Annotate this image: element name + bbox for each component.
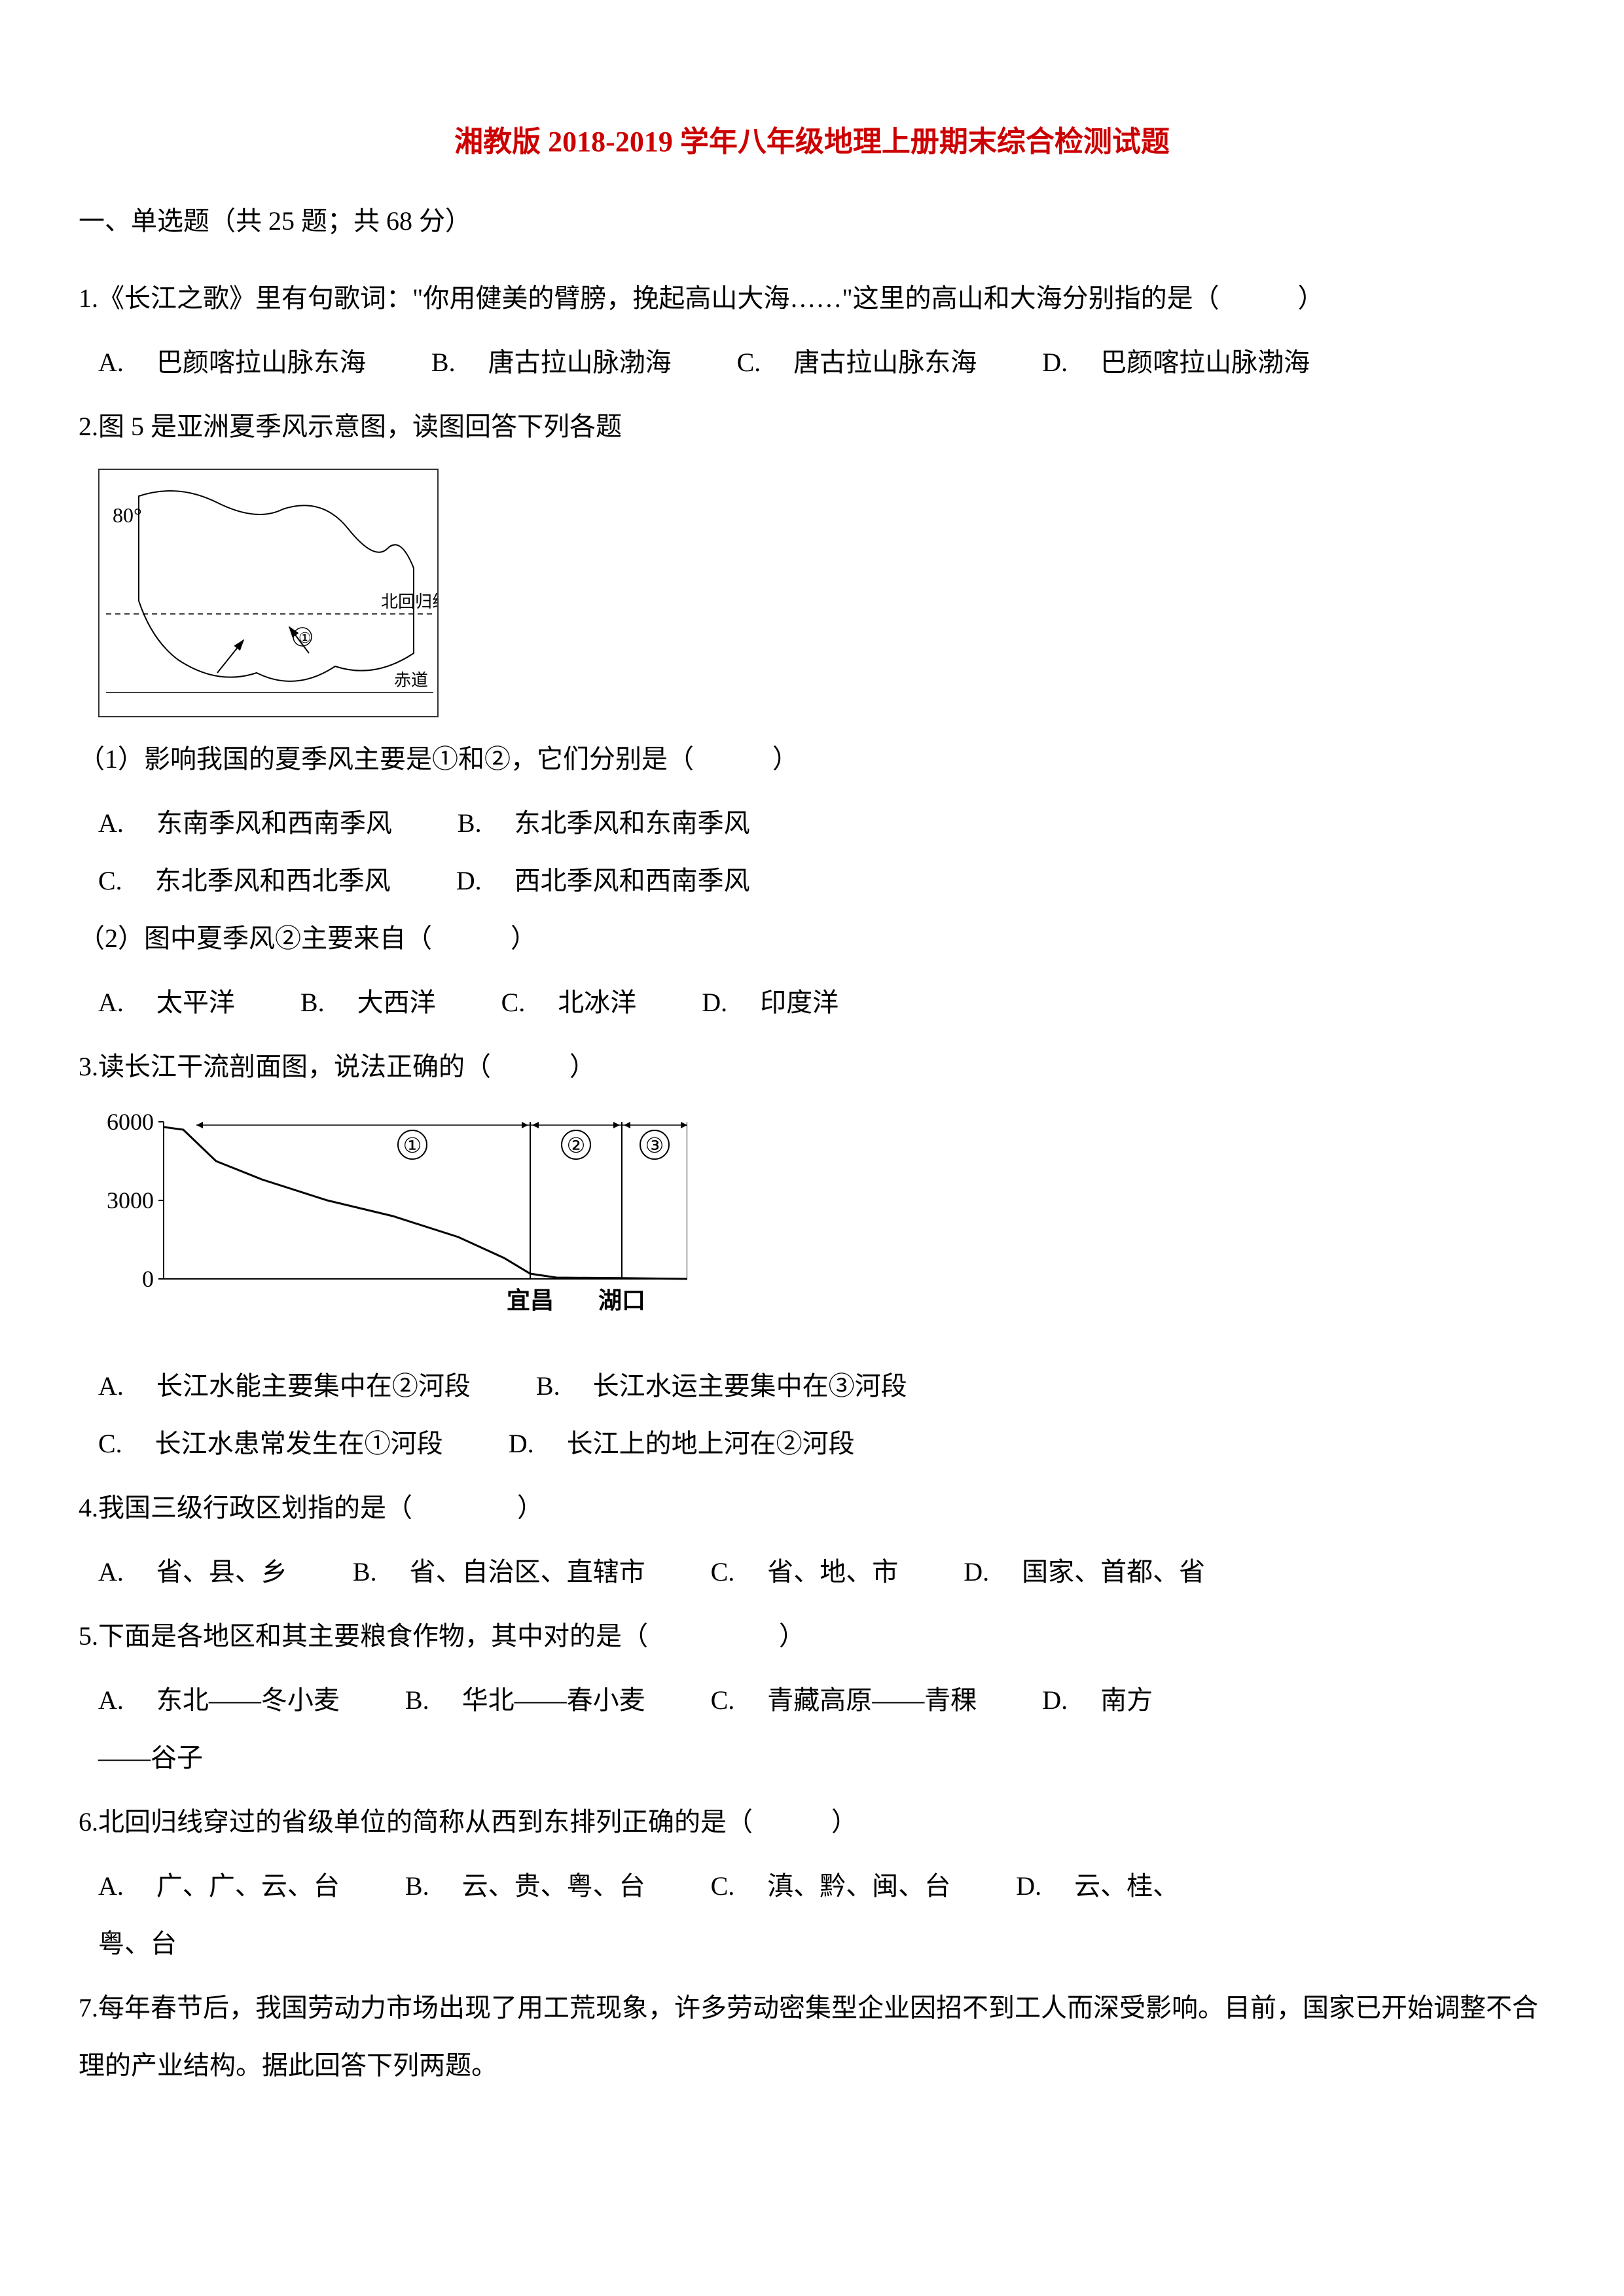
q6-opt-a: A. 广、广、云、台: [98, 1857, 340, 1915]
q5-opt-d-cont: ——谷子: [98, 1729, 1545, 1787]
lat-label: 80°: [113, 503, 142, 527]
yangtze-profile-chart: 6000 3000 0 ① ② ③ 宜昌 湖口: [98, 1109, 1545, 1344]
question-3: 3.读长江干流剖面图，说法正确的（ ） 6000 3000 0 ① ② ③ 宜昌 湖口 A. …: [79, 1038, 1545, 1473]
question-1-options: A. 巴颜喀拉山脉东海 B. 唐古拉山脉渤海 C. 唐古拉山脉东海 D. 巴颜喀…: [79, 334, 1545, 391]
q4-opt-c: C. 省、地、市: [711, 1543, 899, 1601]
question-3-text: 3.读长江干流剖面图，说法正确的（ ）: [79, 1038, 1545, 1096]
q2-sub2-opt-a: A. 太平洋: [98, 974, 235, 1031]
asia-outline: [139, 491, 414, 681]
question-6-options: A. 广、广、云、台 B. 云、贵、粤、台 C. 滇、黔、闽、台 D. 云、桂、…: [79, 1857, 1545, 1973]
tropic-label: 北回归线: [381, 592, 437, 611]
equator-label: 赤道: [394, 671, 428, 690]
question-1-text: 1.《长江之歌》里有句歌词："你用健美的臂膀，挽起高山大海……"这里的高山和大海…: [79, 270, 1545, 327]
profile-svg: 6000 3000 0 ① ② ③ 宜昌 湖口: [98, 1109, 687, 1344]
svg-text:宜昌: 宜昌: [507, 1287, 554, 1314]
question-6: 6.北回归线穿过的省级单位的简称从西到东排列正确的是（ ） A. 广、广、云、台…: [79, 1793, 1545, 1973]
q5-opt-b: B. 华北——春小麦: [405, 1672, 645, 1729]
q3-opt-c: C. 长江水患常发生在①河段: [98, 1415, 443, 1473]
q4-opt-a: A. 省、县、乡: [98, 1543, 287, 1601]
q2-sub2-opt-b: B. 大西洋: [300, 974, 436, 1031]
svg-text:0: 0: [142, 1266, 154, 1292]
question-7: 7.每年春节后，我国劳动力市场出现了用工荒现象，许多劳动密集型企业因招不到工人而…: [79, 1979, 1545, 2094]
q2-sub1-options: A. 东南季风和西南季风 B. 东北季风和东南季风 C. 东北季风和西北季风 D…: [79, 795, 1545, 910]
question-1: 1.《长江之歌》里有句歌词："你用健美的臂膀，挽起高山大海……"这里的高山和大海…: [79, 270, 1545, 391]
q2-sub1-opt-c: C. 东北季风和西北季风: [98, 852, 391, 910]
q4-opt-b: B. 省、自治区、直辖市: [353, 1543, 645, 1601]
q2-sub2-opt-d: D. 印度洋: [702, 974, 839, 1031]
question-3-options: A. 长江水能主要集中在②河段 B. 长江水运主要集中在③河段 C. 长江水患常…: [79, 1357, 1545, 1473]
q2-sub1-opt-d: D. 西北季风和西南季风: [456, 852, 750, 910]
svg-text:湖口: 湖口: [598, 1287, 645, 1314]
q1-opt-c: C. 唐古拉山脉东海: [737, 334, 977, 391]
question-2-text: 2.图 5 是亚洲夏季风示意图，读图回答下列各题: [79, 398, 1545, 456]
question-5-text: 5.下面是各地区和其主要粮食作物，其中对的是（ ）: [79, 1607, 1545, 1665]
q2-sub1-opt-b: B. 东北季风和东南季风: [458, 795, 750, 852]
q3-opt-d: D. 长江上的地上河在②河段: [509, 1415, 855, 1473]
question-7-text: 7.每年春节后，我国劳动力市场出现了用工荒现象，许多劳动密集型企业因招不到工人而…: [79, 1979, 1545, 2094]
question-5-options: A. 东北——冬小麦 B. 华北——春小麦 C. 青藏高原——青稞 D. 南方 …: [79, 1672, 1545, 1787]
page-title: 湘教版 2018-2019 学年八年级地理上册期末综合检测试题: [79, 118, 1545, 160]
q5-opt-d: D. 南方: [1042, 1672, 1153, 1729]
svg-text:3000: 3000: [107, 1187, 154, 1213]
asia-monsoon-map: 80° 北回归线 赤道 ①: [98, 469, 439, 717]
svg-text:①: ①: [403, 1134, 422, 1157]
q4-opt-d: D. 国家、首都、省: [964, 1543, 1205, 1601]
q6-opt-c: C. 滇、黔、闽、台: [711, 1857, 951, 1915]
question-2: 2.图 5 是亚洲夏季风示意图，读图回答下列各题 80° 北回归线 赤道 ① （…: [79, 398, 1545, 1031]
q6-opt-d-cont: 粤、台: [98, 1915, 1545, 1973]
section-heading: 一、单选题（共 25 题；共 68 分）: [79, 192, 1545, 250]
q2-sub2-options: A. 太平洋 B. 大西洋 C. 北冰洋 D. 印度洋: [79, 974, 1545, 1031]
monsoon-arrow-2: [217, 640, 244, 673]
q2-sub1-opt-a: A. 东南季风和西南季风: [98, 795, 392, 852]
q6-opt-b: B. 云、贵、粤、台: [405, 1857, 645, 1915]
q2-sub1-text: （1）影响我国的夏季风主要是①和②，它们分别是（ ）: [79, 730, 1545, 788]
q1-opt-d: D. 巴颜喀拉山脉渤海: [1042, 334, 1310, 391]
q2-sub2-opt-c: C. 北冰洋: [501, 974, 637, 1031]
q5-opt-a: A. 东北——冬小麦: [98, 1672, 340, 1729]
svg-text:③: ③: [645, 1134, 664, 1157]
q1-opt-a: A. 巴颜喀拉山脉东海: [98, 334, 366, 391]
question-4-options: A. 省、县、乡 B. 省、自治区、直辖市 C. 省、地、市 D. 国家、首都、…: [79, 1543, 1545, 1601]
question-5: 5.下面是各地区和其主要粮食作物，其中对的是（ ） A. 东北——冬小麦 B. …: [79, 1607, 1545, 1787]
marker-1: ①: [298, 630, 312, 646]
svg-text:②: ②: [567, 1134, 586, 1157]
q6-opt-d: D. 云、桂、: [1016, 1857, 1179, 1915]
q3-opt-a: A. 长江水能主要集中在②河段: [98, 1357, 471, 1415]
question-4-text: 4.我国三级行政区划指的是（ ）: [79, 1479, 1545, 1537]
q2-sub2-text: （2）图中夏季风②主要来自（ ）: [79, 910, 1545, 967]
svg-text:6000: 6000: [107, 1109, 154, 1135]
question-4: 4.我国三级行政区划指的是（ ） A. 省、县、乡 B. 省、自治区、直辖市 C…: [79, 1479, 1545, 1601]
q3-opt-b: B. 长江水运主要集中在③河段: [536, 1357, 907, 1415]
q1-opt-b: B. 唐古拉山脉渤海: [431, 334, 672, 391]
q5-opt-c: C. 青藏高原——青稞: [711, 1672, 977, 1729]
question-6-text: 6.北回归线穿过的省级单位的简称从西到东排列正确的是（ ）: [79, 1793, 1545, 1851]
